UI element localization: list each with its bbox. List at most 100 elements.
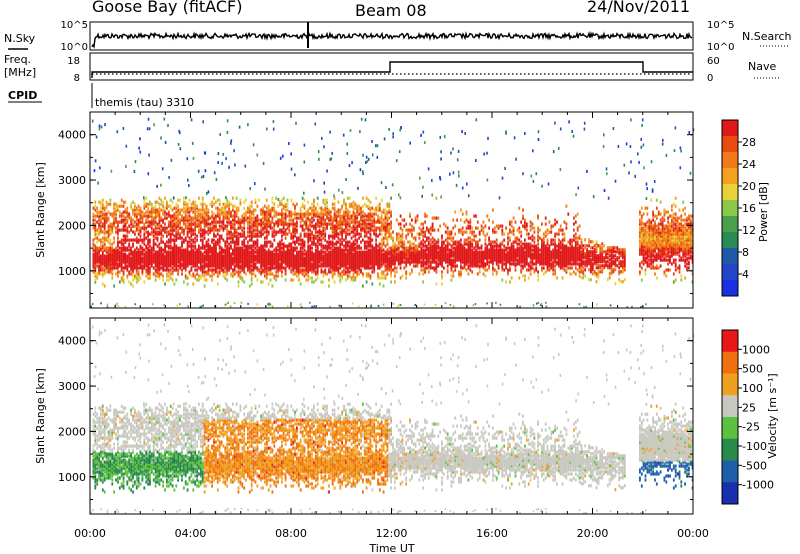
power-pixel: [352, 210, 355, 214]
power-pixel: [162, 256, 164, 260]
power-pixel: [307, 246, 310, 250]
power-pixel: [390, 236, 392, 240]
power-pixel: [145, 204, 148, 208]
power-pixel: [375, 232, 377, 236]
power-pixel: [463, 240, 466, 244]
power-pixel: [169, 256, 172, 260]
power-pixel: [458, 258, 460, 262]
power-pixel: [384, 214, 387, 218]
power-pixel: [411, 242, 413, 246]
power-pixel: [118, 214, 121, 218]
power-pixel: [196, 210, 198, 214]
power-pixel: [198, 228, 200, 232]
power-pixel: [320, 258, 323, 262]
power-pixel: [109, 256, 112, 260]
power-pixel: [239, 258, 242, 262]
power-pixel: [309, 246, 311, 250]
power-pixel: [358, 224, 360, 228]
power-pixel: [100, 238, 102, 242]
power-pixel: [109, 260, 112, 264]
power-pixel: [177, 222, 180, 226]
power-pixel: [213, 252, 215, 256]
power-pixel: [501, 230, 504, 234]
power-pixel: [282, 212, 285, 216]
power-pixel: [101, 204, 104, 208]
power-pixel: [213, 212, 215, 216]
power-pixel: [190, 258, 193, 262]
power-pixel: [341, 248, 343, 252]
power-pixel: [328, 234, 330, 238]
power-pixel: [107, 236, 110, 240]
power-pixel: [186, 260, 189, 264]
power-pixel: [256, 254, 259, 258]
power-pixel: [275, 278, 278, 282]
power-pixel: [424, 214, 426, 218]
power-pixel: [215, 258, 217, 262]
power-pixel: [316, 220, 319, 224]
power-pixel: [147, 214, 149, 218]
power-pixel: [382, 270, 385, 274]
power-pixel: [186, 206, 189, 210]
power-pixel: [113, 210, 115, 214]
power-pixel: [181, 258, 183, 262]
power-pixel: [286, 214, 289, 218]
power-pixel: [245, 246, 247, 250]
power-pixel: [207, 260, 210, 264]
power-pixel: [501, 268, 504, 272]
power-pixel: [335, 216, 338, 220]
power-pixel: [256, 214, 259, 218]
power-pixel: [120, 258, 123, 262]
power-pixel: [250, 222, 253, 226]
power-pixel: [352, 274, 355, 278]
power-pixel: [460, 270, 462, 274]
power-pixel: [373, 268, 376, 272]
power-pixel: [501, 254, 504, 258]
power-pixel: [509, 222, 511, 226]
power-pixel: [256, 238, 259, 242]
power-pixel: [273, 258, 276, 262]
power-pixel: [154, 270, 157, 274]
power-pixel: [358, 232, 360, 236]
power-pixel: [262, 262, 264, 266]
power-pixel: [316, 230, 319, 234]
power-pixel: [360, 216, 362, 220]
power-pixel: [382, 284, 385, 288]
power-pixel: [294, 264, 296, 268]
power-pixel: [130, 282, 132, 286]
power-pixel: [215, 262, 217, 266]
power-pixel: [301, 270, 304, 274]
power-pixel: [107, 254, 110, 258]
power-pixel: [390, 268, 392, 272]
power-pixel: [514, 256, 517, 260]
power-pixel: [100, 218, 102, 222]
power-pixel: [378, 260, 381, 264]
power-pixel: [194, 222, 197, 226]
power-pixel: [299, 242, 302, 246]
power-pixel: [203, 216, 206, 220]
power-pixel: [476, 220, 479, 224]
power-pixel: [292, 254, 295, 258]
power-pixel: [203, 236, 206, 240]
power-pixel: [239, 218, 242, 222]
power-pixel: [232, 226, 234, 230]
power-pixel: [113, 204, 115, 208]
power-pixel: [384, 250, 387, 254]
power-pixel: [126, 276, 129, 280]
power-pixel: [509, 220, 511, 224]
power-pixel: [124, 254, 127, 258]
power-pixel: [510, 250, 513, 254]
power-pixel: [452, 264, 455, 268]
power-pixel: [198, 196, 200, 200]
power-pixel: [394, 280, 396, 284]
power-pixel: [297, 278, 300, 282]
power-pixel: [514, 220, 517, 224]
power-pixel: [320, 254, 323, 258]
power-pixel: [437, 254, 440, 258]
power-pixel: [362, 214, 364, 218]
power-pixel: [373, 270, 376, 274]
power-pixel: [371, 282, 374, 286]
power-pixel: [446, 236, 449, 240]
power-pixel: [493, 248, 496, 252]
power-pixel: [314, 248, 317, 252]
power-pixel: [243, 260, 246, 264]
